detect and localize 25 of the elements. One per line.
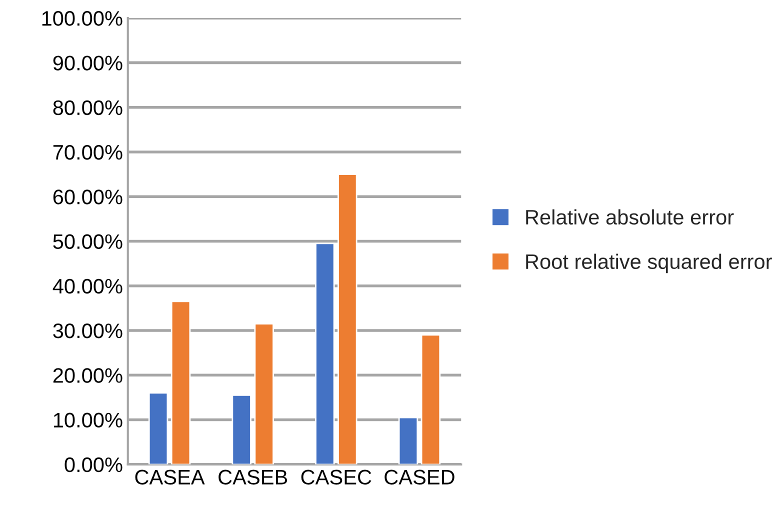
y-tick-label: 40.00% <box>52 278 122 294</box>
y-tick-label: 80.00% <box>53 100 122 116</box>
bar <box>315 242 335 464</box>
x-tick-label: CASEB <box>218 470 288 485</box>
bar <box>170 300 191 464</box>
y-tick-label: 100.00% <box>42 11 122 26</box>
bar <box>420 334 441 464</box>
bar <box>338 174 358 464</box>
bar <box>148 392 168 464</box>
bar <box>254 323 274 464</box>
y-tick-label: 70.00% <box>53 144 122 160</box>
y-tick-label: 90.00% <box>53 56 122 70</box>
x-tick-label: CASEA <box>135 470 205 485</box>
x-tick-label: CASED <box>384 470 454 485</box>
y-tick-label: 20.00% <box>53 368 122 383</box>
y-tick-label: 10.00% <box>54 412 122 428</box>
y-tick-label: 0.00% <box>64 457 122 472</box>
y-tick-label: 30.00% <box>53 324 122 338</box>
legend-label: Relative absolute error <box>526 209 734 225</box>
y-tick-label: 60.00% <box>53 190 122 204</box>
x-tick-label: CASEC <box>301 470 372 485</box>
legend-label: Root relative squared error <box>526 254 772 274</box>
bar <box>232 394 252 464</box>
bar <box>398 416 418 464</box>
y-tick-label: 50.00% <box>53 234 122 249</box>
